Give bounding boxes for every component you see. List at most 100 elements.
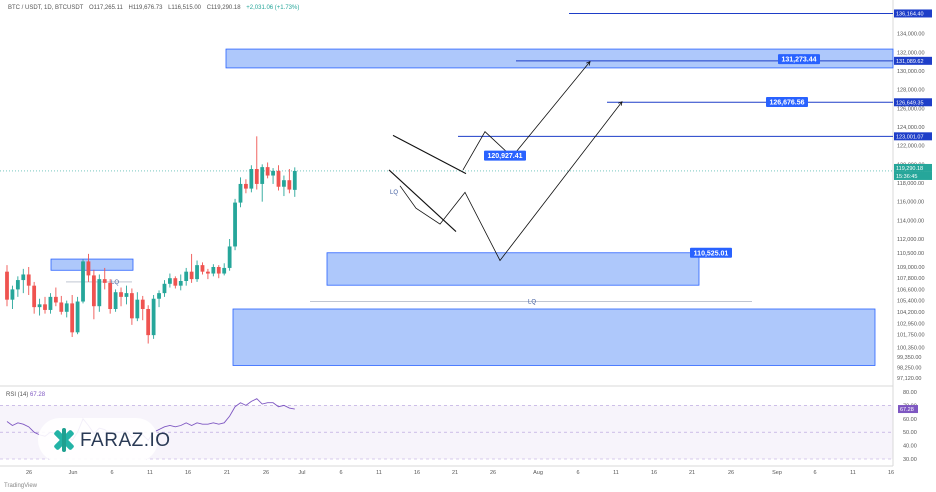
time-tick-14: 6 xyxy=(576,470,579,476)
price-tick-21: 106,600.00 xyxy=(897,287,925,293)
candle-body xyxy=(292,170,297,190)
candle-body xyxy=(59,302,64,312)
time-tick-1: Jun xyxy=(69,470,78,476)
target-label-4: 110,525.01 xyxy=(694,250,729,257)
price-tick-29: 97,120.00 xyxy=(897,376,921,382)
candle-body xyxy=(287,180,292,190)
candle-body xyxy=(178,281,183,286)
target-label-3: 120,927.41 xyxy=(487,153,522,160)
rsi-tick-2: 60.00 xyxy=(903,417,917,423)
candle-body xyxy=(70,303,75,333)
candle-body xyxy=(151,298,156,336)
price-tick-27: 99,350.00 xyxy=(897,355,921,361)
price-tick-23: 104,200.00 xyxy=(897,310,925,316)
time-tick-17: 21 xyxy=(689,470,695,476)
price-badge-2-bg xyxy=(894,98,932,107)
candle-body xyxy=(244,183,248,189)
candle-body xyxy=(233,202,237,247)
candle-body xyxy=(97,279,102,307)
candle-body xyxy=(249,169,254,189)
candle-body xyxy=(222,267,227,274)
candle-body xyxy=(91,275,96,307)
symbol-label: BTC / USDT, 1D, BTCUSDT xyxy=(8,5,84,11)
rsi-tick-5: 30.00 xyxy=(903,457,917,463)
candle-body xyxy=(124,293,129,297)
price-badge-4: 119,290.18 xyxy=(896,166,923,172)
time-tick-0: 26 xyxy=(26,470,32,476)
candle-body xyxy=(168,278,172,284)
arrowhead-lower xyxy=(618,101,623,106)
price-tick-11: 122,000.00 xyxy=(897,144,925,150)
arrowhead-upper xyxy=(586,61,591,66)
candle-body xyxy=(162,283,167,294)
candle-body xyxy=(173,278,178,286)
time-tick-19: Sep xyxy=(772,470,782,476)
price-badge-5: 15:36:45 xyxy=(896,174,917,180)
time-tick-16: 16 xyxy=(651,470,657,476)
candle-body xyxy=(135,299,140,319)
candle-body xyxy=(157,293,161,299)
candle-body xyxy=(113,292,118,309)
candle-body xyxy=(271,170,275,176)
candle-body xyxy=(260,167,265,184)
lq-label-left: LQ xyxy=(111,280,119,286)
price-badge-4-bg xyxy=(894,163,932,172)
price-tick-9: 124,000.00 xyxy=(897,125,925,131)
ohlc-close: C119,290.18 xyxy=(206,5,241,11)
candle-body xyxy=(227,246,232,268)
candle-body xyxy=(53,296,58,303)
rsi-tick-3: 50.00 xyxy=(903,430,917,436)
target-label-2-bg xyxy=(766,97,808,108)
time-tick-2: 6 xyxy=(110,470,113,476)
candle-body xyxy=(216,267,221,274)
projection-path-upper xyxy=(462,61,591,171)
price-tick-26: 100,350.00 xyxy=(897,346,925,352)
logo-text: FARAZ.IO xyxy=(80,430,171,451)
rsi-tick-0: 80.00 xyxy=(903,390,917,396)
time-tick-9: 11 xyxy=(376,470,382,476)
ohlc-low: L116,515.00 xyxy=(168,5,202,11)
time-tick-10: 16 xyxy=(414,470,420,476)
price-badge-2: 126,649.35 xyxy=(896,100,924,106)
price-tick-16: 114,000.00 xyxy=(897,218,924,224)
lq-label-bottom: LQ xyxy=(528,300,536,306)
price-tick-25: 101,750.00 xyxy=(897,333,925,339)
candle-body xyxy=(189,271,194,280)
candle-body xyxy=(37,304,42,308)
ohlc-open: O117,265.11 xyxy=(89,5,123,11)
projection-path-lower xyxy=(399,101,623,262)
rsi-label: RSI (14) 67.28 xyxy=(6,392,46,398)
candle-body xyxy=(265,167,270,176)
time-tick-22: 16 xyxy=(888,470,894,476)
candle-body xyxy=(276,170,281,187)
time-tick-5: 21 xyxy=(224,470,230,476)
candle-body xyxy=(282,180,286,187)
time-tick-13: Aug xyxy=(533,470,543,476)
time-tick-12: 26 xyxy=(490,470,496,476)
price-badge-5-bg xyxy=(894,171,932,180)
candle-body xyxy=(206,271,210,274)
price-badge-3-bg xyxy=(894,132,932,141)
candle-body xyxy=(86,261,91,276)
candle-body xyxy=(10,289,15,300)
time-tick-11: 21 xyxy=(452,470,458,476)
candle-body xyxy=(21,274,26,281)
candle-body xyxy=(200,265,205,272)
candle-body xyxy=(195,265,199,280)
time-tick-15: 11 xyxy=(613,470,619,476)
price-tick-15: 116,000.00 xyxy=(897,200,924,206)
candle-body xyxy=(15,280,20,290)
candle-body xyxy=(238,183,243,203)
time-tick-8: 6 xyxy=(339,470,342,476)
price-tick-19: 109,000.00 xyxy=(897,265,925,271)
price-tick-22: 105,400.00 xyxy=(897,299,925,305)
faraz-logo: FARAZ.IO xyxy=(38,418,170,462)
time-tick-20: 6 xyxy=(813,470,816,476)
demand-zone-mid xyxy=(326,252,700,286)
candle-body xyxy=(254,169,259,184)
candle-body xyxy=(102,279,107,283)
time-tick-6: 26 xyxy=(263,470,269,476)
price-tick-5: 130,000.00 xyxy=(897,69,925,75)
time-tick-3: 11 xyxy=(147,470,153,476)
